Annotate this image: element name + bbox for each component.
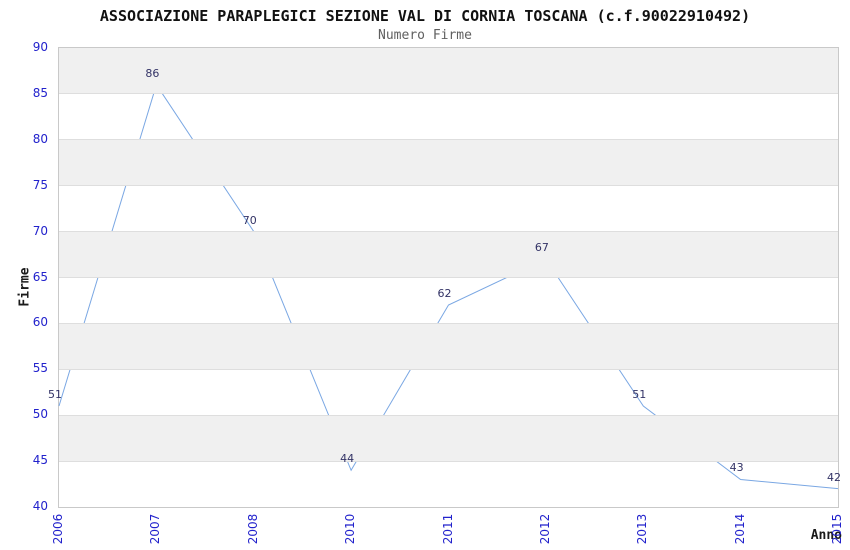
x-tick-label: 2011 — [440, 513, 455, 545]
plot-band — [59, 231, 838, 278]
plot-band — [59, 48, 838, 94]
chart-title: ASSOCIAZIONE PARAPLEGICI SEZIONE VAL DI … — [99, 7, 751, 25]
gridline — [59, 185, 838, 187]
y-tick-label: 90 — [32, 40, 48, 54]
point-label: 62 — [437, 287, 452, 301]
point-label: 44 — [340, 452, 355, 466]
chart-subtitle: Numero Firme — [378, 28, 472, 43]
y-tick-label: 75 — [32, 177, 48, 192]
point-label: 70 — [242, 213, 257, 227]
plot-area — [58, 47, 839, 508]
y-tick-label: 40 — [32, 499, 48, 513]
x-tick-label: 2008 — [245, 513, 260, 545]
plot-band — [59, 139, 838, 186]
x-tick-label: 2012 — [537, 513, 552, 545]
gridline — [59, 368, 838, 370]
x-tick-label: 2010 — [343, 513, 358, 545]
y-tick-label: 70 — [32, 223, 48, 238]
gridline — [59, 414, 838, 416]
point-label: 43 — [729, 461, 744, 475]
point-label: 86 — [145, 66, 160, 80]
gridline — [59, 322, 838, 324]
x-tick-label: 2015 — [830, 513, 844, 545]
y-tick-label: 60 — [32, 315, 48, 330]
x-tick-label: 2014 — [732, 513, 747, 545]
gridline — [59, 460, 838, 462]
plot-band — [59, 415, 838, 462]
point-label: 51 — [632, 388, 647, 402]
y-tick-label: 55 — [32, 361, 48, 376]
gridline — [59, 277, 838, 278]
point-label: 67 — [534, 241, 549, 255]
y-tick-label: 85 — [32, 85, 48, 100]
point-label: 51 — [48, 388, 62, 402]
gridline — [59, 139, 838, 141]
y-tick-label: 65 — [32, 269, 48, 284]
x-tick-label: 2007 — [148, 513, 163, 545]
gridline — [59, 231, 838, 233]
x-axis-label: Anno — [810, 528, 842, 543]
gridline — [59, 93, 838, 95]
y-tick-label: 45 — [32, 453, 48, 468]
x-tick-label: 2006 — [51, 513, 65, 545]
y-tick-label: 50 — [32, 407, 48, 422]
x-tick-label: 2013 — [635, 513, 650, 545]
y-tick-label: 80 — [32, 131, 48, 146]
point-label: 42 — [827, 470, 841, 484]
plot-band — [59, 323, 838, 370]
